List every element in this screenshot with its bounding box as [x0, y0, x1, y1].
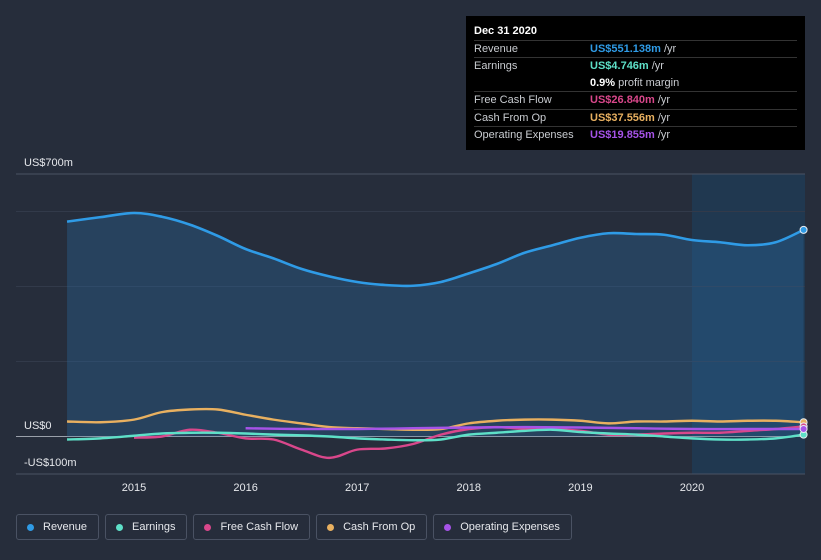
tooltip-row-unit: /yr — [657, 94, 671, 106]
tooltip-row-value: US$37.556m — [590, 111, 655, 124]
y-axis-top-label: US$700m — [24, 157, 73, 169]
series-end-point-revenue[interactable] — [799, 225, 808, 234]
tooltip-row: 0.9% profit margin — [474, 75, 797, 91]
tooltip-date: Dec 31 2020 — [474, 25, 537, 37]
legend-item-operating-expenses[interactable]: Operating Expenses — [433, 514, 572, 540]
tooltip-row: Earnings US$4.746m/yr — [474, 57, 797, 74]
legend-label: Revenue — [43, 521, 88, 533]
tooltip-row-value: US$4.746m — [590, 60, 649, 72]
tooltip-row: Operating Expenses US$19.855m/yr — [474, 126, 797, 143]
x-tick-label: 2015 — [122, 482, 146, 494]
tooltip-row-unit: /yr — [657, 111, 671, 124]
tooltip-row-value: US$551.138m — [590, 42, 661, 55]
x-tick-label: 2019 — [568, 482, 592, 494]
legend-label: Operating Expenses — [460, 521, 560, 533]
x-tick-label: 2020 — [680, 482, 704, 494]
tooltip-row: Free Cash Flow US$26.840m/yr — [474, 91, 797, 108]
tooltip-row-value: US$26.840m — [590, 94, 655, 106]
series-line-operating-expenses — [245, 425, 804, 431]
tooltip-row-unit: /yr — [663, 42, 677, 55]
tooltip-row-unit: /yr — [657, 129, 671, 141]
legend-item-cash-from-op[interactable]: Cash From Op — [316, 514, 428, 540]
y-axis-zero-label: US$0 — [24, 420, 52, 432]
legend-item-earnings[interactable]: Earnings — [105, 514, 188, 540]
tooltip-rows: Revenue US$551.138m/yr Earnings US$4.746m/y… — [474, 39, 797, 144]
series-end-point-operating-expenses[interactable] — [799, 425, 808, 433]
x-tick-label: 2017 — [345, 482, 369, 494]
legend-item-revenue[interactable]: Revenue — [16, 514, 100, 540]
legend-label: Free Cash Flow — [220, 521, 299, 533]
series-line-free-cash-flow — [133, 425, 804, 460]
x-tick-label: 2018 — [457, 482, 481, 494]
legend-dot-icon — [204, 523, 212, 531]
tooltip-row-label: Cash From Op — [474, 111, 547, 124]
tooltip-row-label: Operating Expenses — [474, 129, 574, 141]
x-tick-label: 2016 — [233, 482, 257, 494]
legend-dot-icon — [327, 523, 335, 531]
tooltip-row-label — [474, 75, 590, 91]
series-layer — [66, 211, 808, 460]
series-line-revenue — [66, 211, 805, 288]
x-axis-ticks: 2015 2016 2017 2018 2019 2020 — [122, 482, 704, 494]
y-axis-bottom-label: -US$100m — [24, 457, 77, 469]
series-area-revenue — [67, 212, 804, 437]
tooltip-row-label: Earnings — [474, 60, 518, 72]
tooltip-row-unit: /yr — [651, 60, 664, 72]
forecast-region — [692, 174, 805, 474]
chart-legend: Revenue Earnings Free Cash Flow Cash From O… — [16, 514, 572, 540]
legend-dot-icon — [444, 523, 452, 531]
tooltip-row-label: Free Cash Flow — [474, 94, 552, 106]
tooltip-panel: Dec 31 2020 Revenue US$551.138m/yr Earning… — [466, 16, 805, 150]
tooltip-row: Cash From Op US$37.556m/yr — [474, 108, 797, 126]
tooltip-row-value: 0.9% — [590, 76, 616, 89]
tooltip-row-value: US$19.855m — [590, 129, 655, 141]
legend-dot-icon — [27, 523, 34, 531]
tooltip-row: Revenue US$551.138m/yr — [474, 39, 797, 57]
series-line-earnings — [66, 428, 804, 442]
legend-label: Earnings — [132, 521, 176, 533]
legend-item-free-cash-flow[interactable]: Free Cash Flow — [193, 514, 311, 540]
tooltip-row-unit: profit margin — [618, 76, 680, 89]
tooltip-row-label: Revenue — [474, 42, 519, 55]
legend-label: Cash From Op — [343, 521, 416, 533]
legend-dot-icon — [116, 523, 124, 531]
